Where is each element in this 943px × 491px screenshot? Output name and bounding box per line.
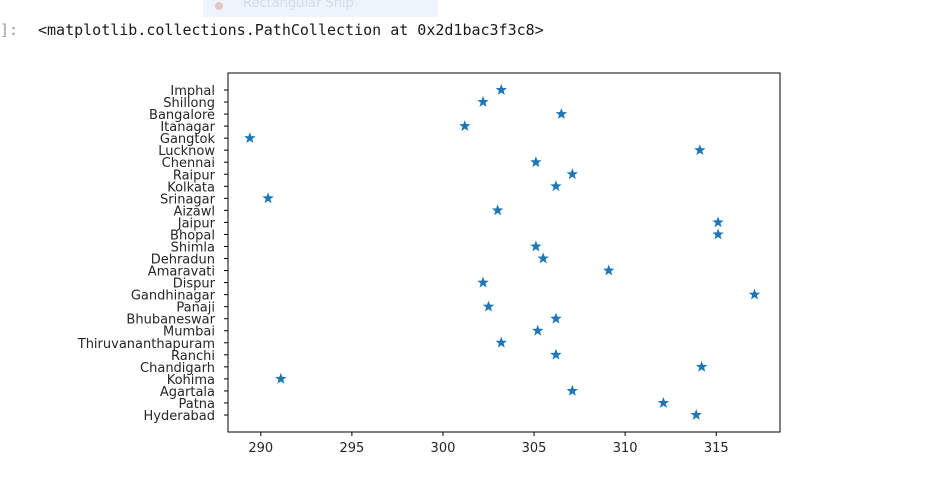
data-point-star	[275, 372, 287, 384]
snip-label: Rectangular Snip	[243, 0, 354, 11]
y-tick-label: Kohima	[167, 373, 215, 388]
y-tick-label: Gandhinagar	[131, 289, 216, 304]
data-point-star	[482, 300, 495, 312]
data-point-star	[550, 312, 562, 324]
y-tick-label: Gangtok	[160, 132, 216, 147]
data-point-star	[603, 264, 615, 276]
y-ticks	[224, 89, 228, 416]
data-point-star	[566, 384, 579, 396]
data-point-star	[748, 288, 761, 300]
x-tick-label: 305	[522, 441, 547, 456]
y-tick-label: Bhopal	[170, 228, 215, 243]
y-tick-label: Shimla	[171, 240, 215, 255]
x-tick-label: 315	[704, 441, 729, 456]
x-tick-label: 310	[613, 441, 638, 456]
data-point-star	[530, 156, 542, 168]
y-tick-label: Dehradun	[151, 253, 215, 268]
data-point-star	[550, 348, 562, 360]
x-tick-label: 295	[339, 441, 364, 456]
data-point-star	[712, 228, 724, 240]
x-ticks: 290 295 300 305 310 315	[248, 432, 729, 456]
y-tick-label: Jaipur	[177, 216, 216, 231]
data-point-star	[495, 336, 507, 348]
y-tick-label: Shillong	[163, 96, 215, 111]
data-point-star	[690, 409, 702, 420]
plot-area	[227, 72, 781, 433]
data-point-star	[695, 360, 708, 372]
data-point-star	[694, 144, 706, 156]
data-point-star	[459, 120, 471, 131]
data-point-star	[555, 108, 568, 119]
y-tick-label: Raipur	[173, 168, 216, 183]
data-point-star	[566, 168, 579, 180]
data-point-star	[537, 252, 549, 264]
data-point-star	[477, 96, 489, 107]
y-tick-label: Chandigarh	[140, 361, 215, 376]
y-tick-label: Kolkata	[167, 180, 215, 195]
x-tick-label: 300	[431, 441, 456, 456]
y-tick-label: Amaravati	[148, 265, 215, 280]
y-tick-label: Hyderabad	[144, 409, 216, 424]
cell-output-text: <matplotlib.collections.PathCollection a…	[38, 21, 544, 39]
y-tick-label: Patna	[178, 397, 215, 412]
y-tick-label: Thiruvananthapuram	[77, 337, 215, 352]
data-point-star	[657, 396, 670, 408]
y-tick-label: Bhubaneswar	[126, 313, 215, 328]
record-dot-icon	[215, 2, 223, 10]
data-point-star	[550, 180, 562, 192]
data-point-star	[495, 84, 507, 95]
y-tick-label: Lucknow	[158, 144, 215, 159]
y-tick-label: Ranchi	[171, 349, 215, 364]
data-point-star	[477, 276, 489, 288]
data-point-star	[244, 132, 256, 143]
y-tick-label: Chennai	[162, 156, 215, 171]
y-tick-label: Itanagar	[160, 120, 215, 135]
cell-prompt: ]:	[0, 21, 19, 39]
y-tick-label: Panaji	[176, 301, 215, 316]
x-tick-label: 290	[248, 441, 273, 456]
data-point-star	[532, 324, 544, 336]
data-point-star	[491, 204, 504, 216]
data-point-star	[530, 240, 542, 252]
y-tick-label: Mumbai	[163, 325, 215, 340]
y-tick-label: Dispur	[173, 277, 216, 292]
y-tick-label: Bangalore	[149, 108, 215, 123]
data-point-star	[262, 192, 274, 204]
y-tick-label: Srinagar	[160, 192, 216, 207]
y-tick-label: Imphal	[170, 84, 215, 99]
y-tick-labels: ImphalShillongBangaloreItanagarGangtokLu…	[77, 84, 216, 424]
y-tick-label: Agartala	[160, 385, 215, 400]
y-tick-label: Aizawl	[173, 204, 215, 219]
rectangular-snip-overlay: Rectangular Snip	[203, 0, 438, 17]
data-points	[244, 84, 761, 420]
data-point-star	[712, 216, 724, 228]
